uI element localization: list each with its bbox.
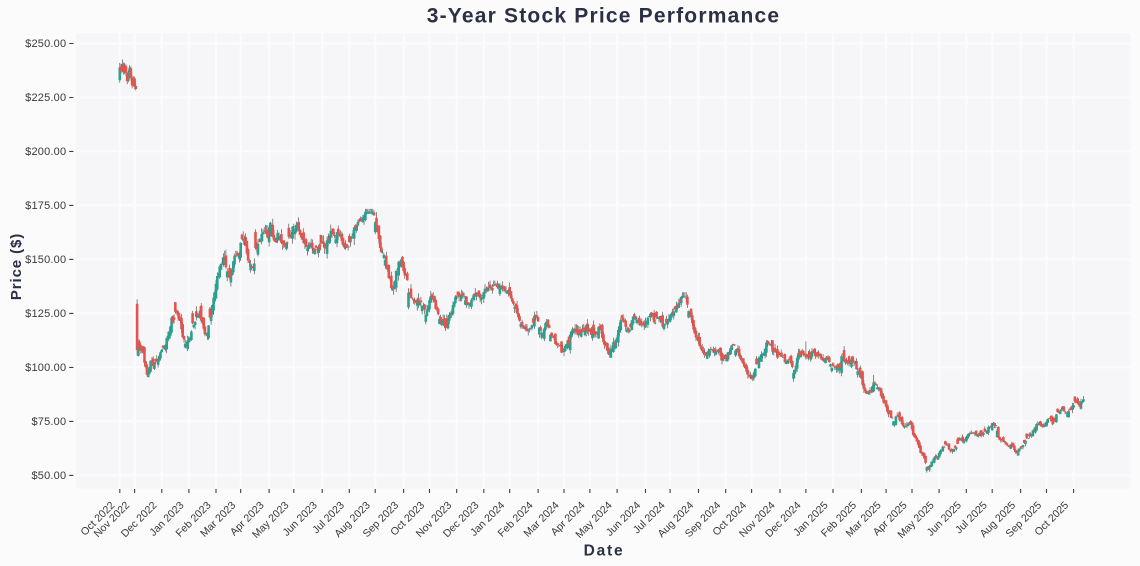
svg-text:$200.00: $200.00 — [25, 146, 66, 158]
svg-text:$100.00: $100.00 — [25, 362, 66, 374]
svg-text:$225.00: $225.00 — [25, 92, 66, 104]
svg-text:Date: Date — [584, 543, 625, 560]
svg-text:$150.00: $150.00 — [25, 254, 66, 266]
svg-text:$175.00: $175.00 — [25, 200, 66, 212]
svg-text:Price ($): Price ($) — [8, 233, 25, 300]
svg-text:$50.00: $50.00 — [31, 470, 66, 482]
svg-text:$125.00: $125.00 — [25, 308, 66, 320]
svg-text:3-Year Stock Price Performance: 3-Year Stock Price Performance — [427, 5, 781, 28]
svg-text:$75.00: $75.00 — [31, 416, 66, 428]
svg-text:$250.00: $250.00 — [25, 38, 66, 50]
